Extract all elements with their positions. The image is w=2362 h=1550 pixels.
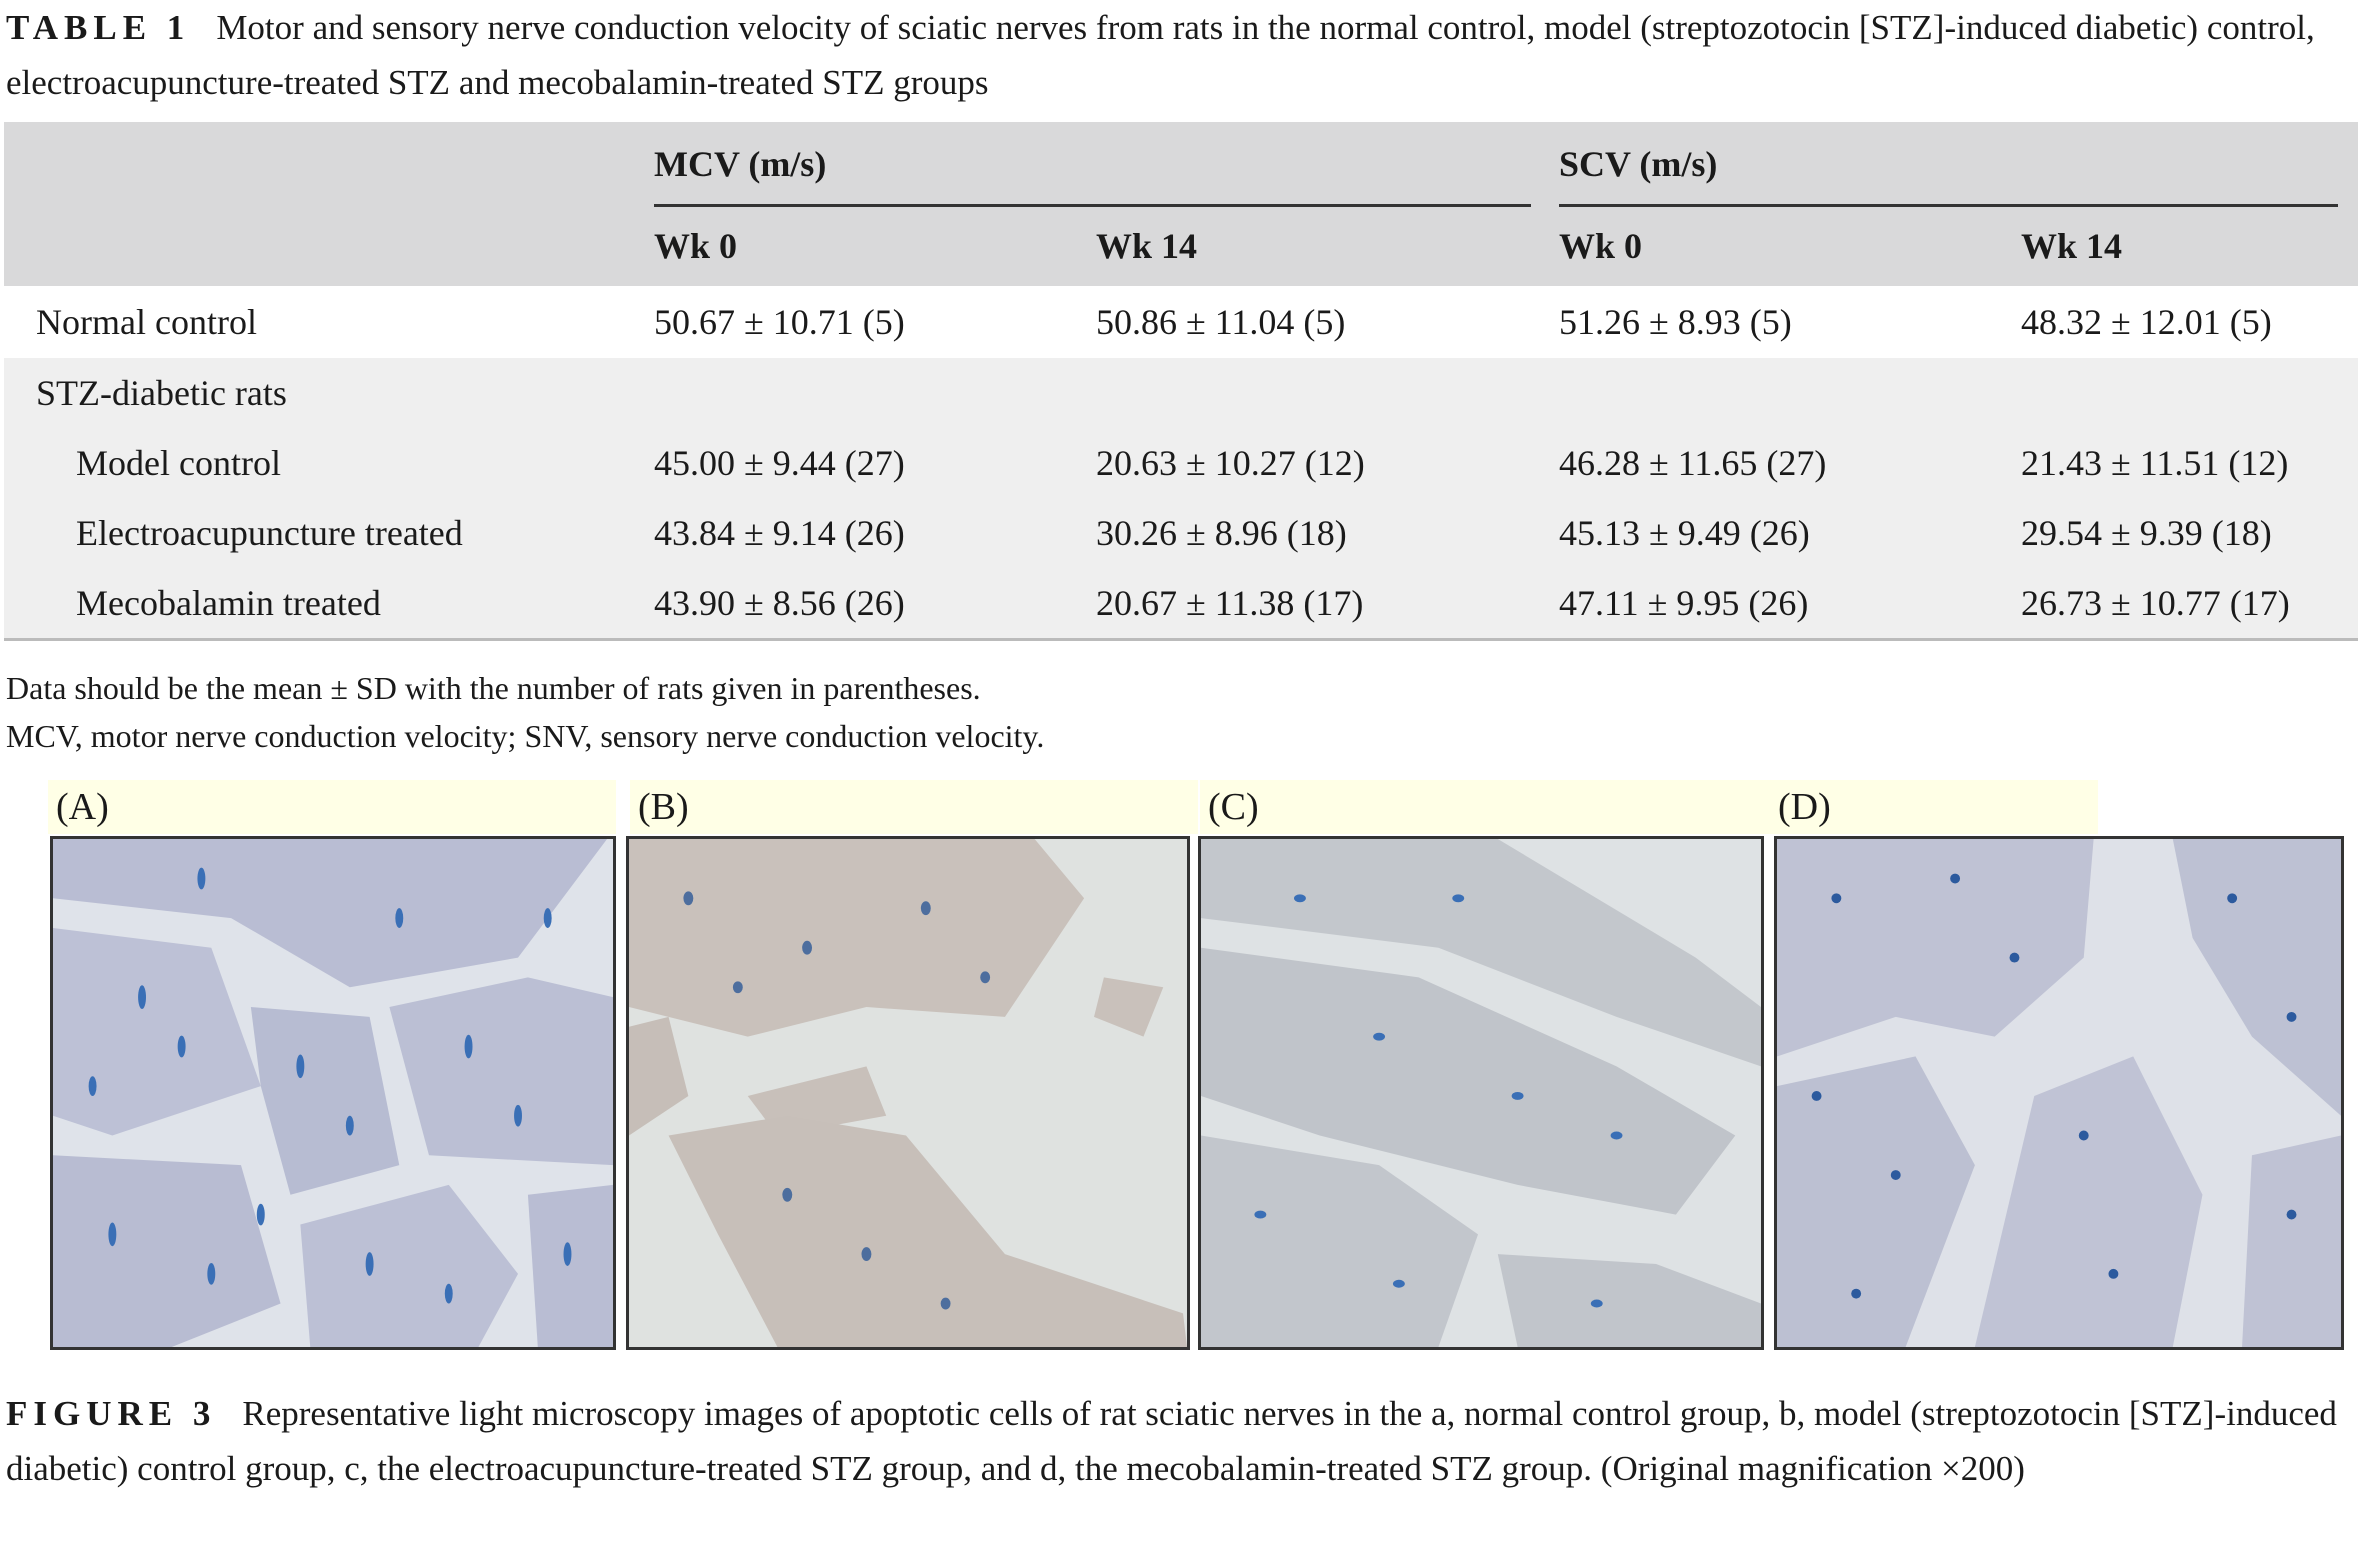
table-caption: TABLE 1 Motor and sensory nerve conductio… [6,0,2356,110]
micrograph-panel-c [1198,836,1764,1350]
table-header-week-row: Wk 0 Wk 14 Wk 0 Wk 14 [4,206,2358,286]
micrograph-d [1777,839,2341,1347]
header-mcv-wk0: Wk 0 [654,206,1096,286]
table-cell: 43.84 ± 9.14 (26) [654,498,1096,568]
table-cell: 20.67 ± 11.38 (17) [1096,568,1559,641]
header-mcv-wk14: Wk 14 [1096,206,1559,286]
micrograph-b [629,839,1187,1347]
figure-caption: FIGURE 3 Representative light microscopy … [6,1386,2356,1496]
micrograph-a [53,839,613,1347]
panel-label-b: (B) [630,780,1198,834]
micrograph-panel-a [50,836,616,1350]
table-caption-text: Motor and sensory nerve conduction veloc… [6,8,2315,102]
table-row-electroacupuncture: Electroacupuncture treated 43.84 ± 9.14 … [4,498,2358,568]
header-scv-wk0: Wk 0 [1559,206,2021,286]
table-cell: 43.90 ± 8.56 (26) [654,568,1096,641]
mcv-underline [654,204,1531,207]
header-scv-cell: SCV (m/s) [1559,122,2358,207]
table-cell: 30.26 ± 8.96 (18) [1096,498,1559,568]
scv-underline [1559,204,2338,207]
header-scv: SCV (m/s) [1559,144,1718,184]
table-cell: 46.28 ± 11.65 (27) [1559,428,2021,498]
row-label: Mecobalamin treated [4,568,654,641]
figure-caption-text: Representative light microscopy images o… [6,1394,2337,1488]
table-cell: 21.43 ± 11.51 (12) [2021,428,2358,498]
table-cell: 26.73 ± 10.77 (17) [2021,568,2358,641]
table-footnote-abbreviations: MCV, motor nerve conduction velocity; SN… [6,718,1045,754]
table-cell: 45.00 ± 9.44 (27) [654,428,1096,498]
conduction-velocity-table: MCV (m/s) SCV (m/s) Wk 0 Wk 14 Wk 0 Wk 1… [4,122,2358,641]
table-cell: 47.11 ± 9.95 (26) [1559,568,2021,641]
table-row-normal-control: Normal control 50.67 ± 10.71 (5) 50.86 ±… [4,286,2358,358]
row-label: Model control [4,428,654,498]
table-cell: 20.63 ± 10.27 (12) [1096,428,1559,498]
table-cell: 51.26 ± 8.93 (5) [1559,286,2021,358]
table-header-group-row: MCV (m/s) SCV (m/s) [4,122,2358,207]
table-cell: 48.32 ± 12.01 (5) [2021,286,2358,358]
table-cell: 50.67 ± 10.71 (5) [654,286,1096,358]
panel-label-c: (C) [1200,780,1778,834]
micrograph-panel-b [626,836,1190,1350]
table-caption-tag: TABLE 1 [6,8,191,47]
header-mcv-cell: MCV (m/s) [654,122,1559,207]
table-cell: 29.54 ± 9.39 (18) [2021,498,2358,568]
panel-label-a: (A) [48,780,616,834]
table-cell: 50.86 ± 11.04 (5) [1096,286,1559,358]
panel-label-d: (D) [1770,780,2098,834]
table-row-stz-group: STZ-diabetic rats [4,358,2358,428]
table-cell: 45.13 ± 9.49 (26) [1559,498,2021,568]
header-empty-cell [4,122,654,206]
row-label: Electroacupuncture treated [4,498,654,568]
table-row-model-control: Model control 45.00 ± 9.44 (27) 20.63 ± … [4,428,2358,498]
micrograph-panel-d [1774,836,2344,1350]
row-label: Normal control [4,286,654,358]
figure-caption-tag: FIGURE 3 [6,1394,217,1433]
header-mcv: MCV (m/s) [654,144,827,184]
micrograph-c [1201,839,1761,1347]
header-scv-wk14: Wk 14 [2021,206,2358,286]
row-group-label: STZ-diabetic rats [4,358,654,428]
table-footnote-data: Data should be the mean ± SD with the nu… [6,670,981,706]
table-row-mecobalamin: Mecobalamin treated 43.90 ± 8.56 (26) 20… [4,568,2358,641]
